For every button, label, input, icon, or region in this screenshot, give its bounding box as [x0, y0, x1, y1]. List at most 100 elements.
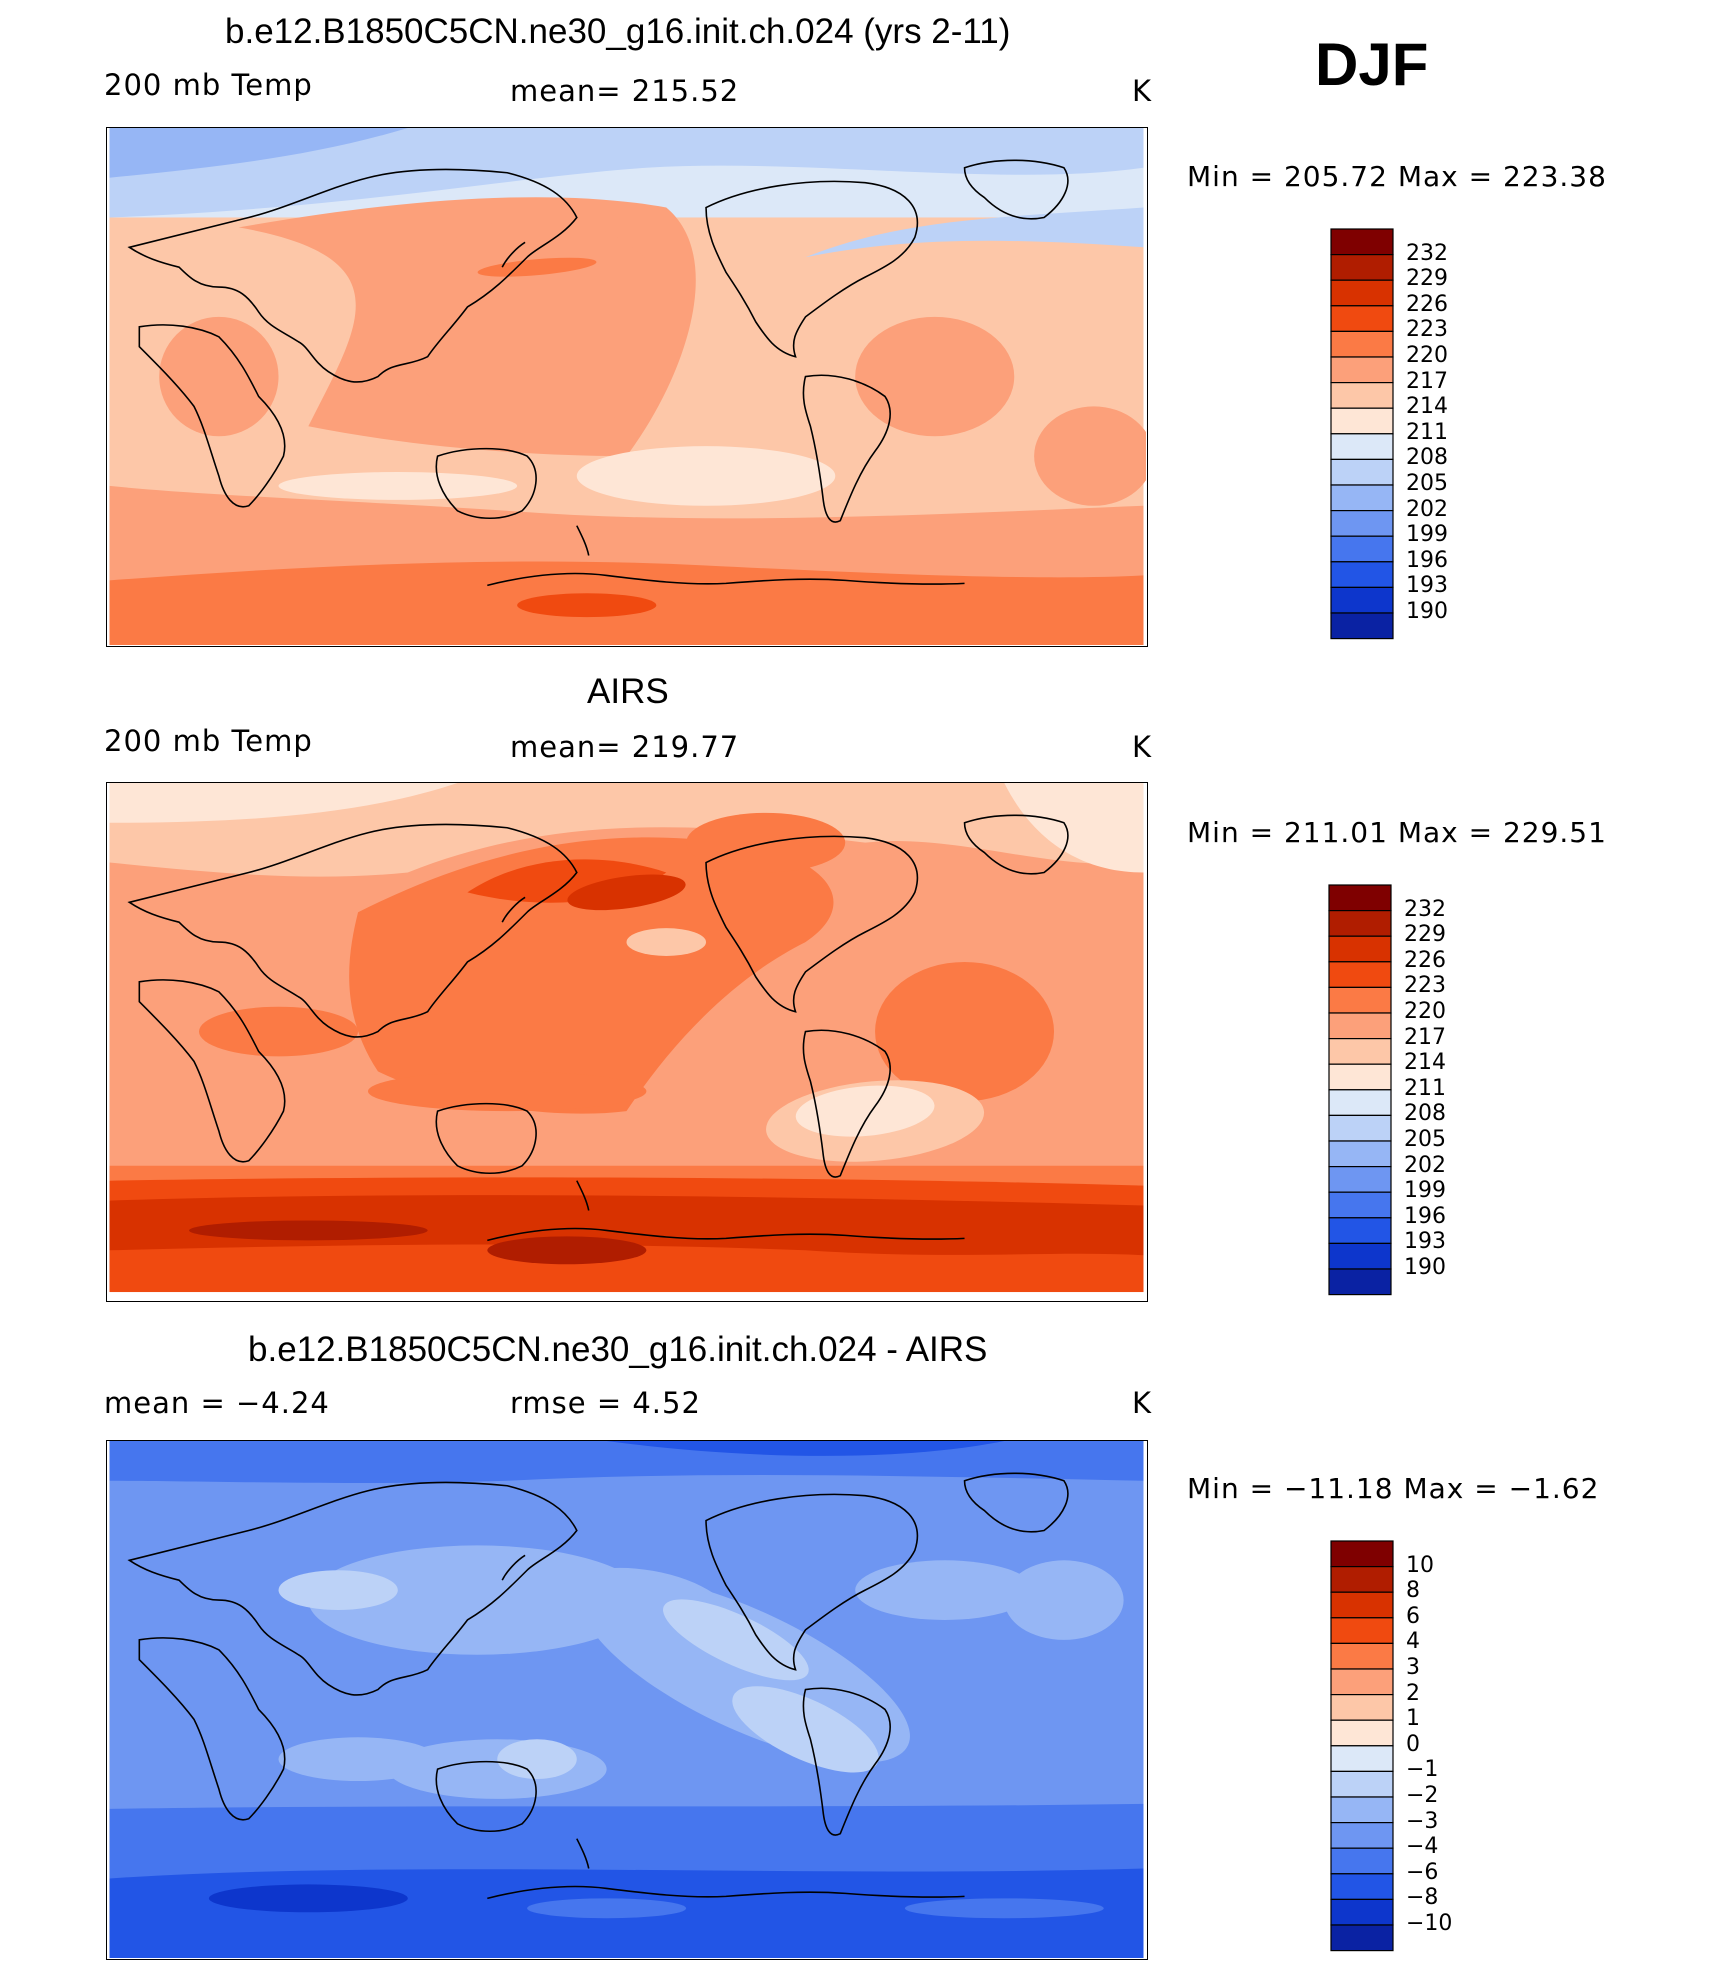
colorbar-box — [1330, 1642, 1394, 1670]
colorbar-box — [1330, 356, 1394, 384]
contour-region — [527, 1898, 687, 1919]
contour-region — [109, 128, 408, 178]
colorbar-box — [1330, 254, 1394, 281]
colorbar-box — [1328, 1217, 1392, 1244]
coastline — [705, 1493, 919, 1671]
colorbar-box — [1330, 407, 1394, 435]
colorbar-tick: 196 — [1406, 547, 1448, 573]
colorbar-box — [1328, 1012, 1392, 1040]
colorbar-box — [1328, 910, 1392, 937]
colorbar-tick: 199 — [1406, 522, 1448, 548]
contour-region — [198, 1006, 359, 1057]
colorbar-box — [1328, 986, 1392, 1014]
panel-3-rmse: rmse = 4.52 — [510, 1386, 701, 1420]
colorbar-tick: 202 — [1406, 496, 1448, 522]
panel-2-title: AIRS — [587, 672, 669, 711]
contour-region — [606, 1441, 1005, 1456]
panel-1-left-label: 200 mb Temp — [104, 68, 313, 102]
colorbar-box — [1330, 305, 1394, 333]
panel-1-minmax: Min = 205.72 Max = 223.38 — [1187, 160, 1607, 193]
colorbar-tick: 214 — [1406, 394, 1448, 420]
colorbar-tick: 1 — [1406, 1706, 1420, 1732]
coastline — [435, 447, 537, 519]
contour-region — [368, 1071, 647, 1112]
colorbar-tick: 217 — [1406, 368, 1448, 394]
colorbar-tick: 2 — [1406, 1680, 1420, 1706]
coastline — [963, 159, 1069, 220]
colorbar-box — [1328, 1114, 1392, 1142]
colorbar-box — [1328, 1191, 1392, 1219]
contour-region — [576, 446, 836, 506]
colorbar-tick: −1 — [1406, 1757, 1439, 1783]
panel-3-minmax: Min = −11.18 Max = −1.62 — [1187, 1472, 1600, 1505]
colorbar-tick: 4 — [1406, 1629, 1420, 1655]
contour-region — [397, 217, 677, 437]
colorbar-box — [1330, 458, 1394, 486]
colorbar-tick: 229 — [1406, 266, 1448, 292]
coastline — [127, 823, 578, 1038]
coastlines — [127, 159, 1069, 587]
contour-region — [159, 316, 279, 437]
colorbar-box — [1330, 1617, 1394, 1645]
colorbar-box — [1330, 1796, 1394, 1824]
colorbar-tick: 223 — [1406, 317, 1448, 343]
colorbar-box — [1330, 1924, 1394, 1952]
colorbar-box — [1328, 1268, 1392, 1296]
contour-region — [795, 1085, 935, 1137]
colorbar-boxes — [1328, 884, 1392, 1296]
coastline — [802, 1687, 891, 1836]
colorbar-tick: −2 — [1406, 1783, 1439, 1808]
contour-region — [349, 837, 834, 1114]
coastline — [705, 180, 919, 358]
panel-2-units: K — [1132, 730, 1153, 764]
colorbar-boxes — [1330, 228, 1394, 640]
colorbar-tick: 205 — [1404, 1127, 1446, 1152]
contour-region — [875, 961, 1055, 1102]
colorbar-box — [1330, 1694, 1394, 1721]
colorbar-tick: 232 — [1406, 240, 1448, 266]
coastline — [501, 1554, 526, 1581]
colorbar-box — [1330, 279, 1394, 307]
coastline — [435, 1102, 537, 1174]
season-label: DJF — [1315, 31, 1429, 98]
colorbar-box — [1328, 1038, 1392, 1065]
colorbar-tick: 190 — [1404, 1255, 1446, 1280]
colorbar-box — [1330, 484, 1394, 512]
colorbar-box — [1330, 1873, 1394, 1900]
colorbar-box — [1330, 228, 1394, 256]
colorbar-tick: 10 — [1406, 1552, 1434, 1578]
contour-region — [855, 316, 1015, 437]
colorbar-tick: −6 — [1406, 1859, 1439, 1885]
colorbar-boxes — [1330, 1540, 1394, 1952]
contour-region — [497, 1739, 577, 1780]
colorbar-tick: 220 — [1406, 343, 1448, 368]
coastline — [576, 1838, 590, 1869]
colorbar-box — [1330, 1719, 1394, 1747]
panel-1-title: b.e12.B1850C5CN.ne30_g16.init.ch.024 (yr… — [225, 12, 1011, 51]
colorbar-tick: 208 — [1406, 445, 1448, 471]
contour-region — [109, 128, 1144, 218]
panel-1-map — [106, 127, 1148, 647]
coastline — [802, 374, 891, 523]
coastline — [963, 814, 1069, 875]
contour-region — [855, 1560, 1035, 1620]
coastline — [802, 1029, 891, 1178]
panel-2-left-label: 200 mb Temp — [104, 724, 313, 758]
colorbar-tick: 223 — [1404, 973, 1446, 999]
colorbar-box — [1328, 1242, 1392, 1270]
colorbar-box — [1328, 961, 1392, 989]
colorbar-box — [1330, 612, 1394, 640]
contour-region — [208, 1884, 408, 1913]
coastline — [963, 1472, 1069, 1533]
colorbar-box — [1330, 1566, 1394, 1593]
contour-region — [517, 593, 657, 618]
panel-2-minmax: Min = 211.01 Max = 229.51 — [1187, 816, 1607, 849]
colorbar-box — [1330, 1668, 1394, 1696]
colorbar-box — [1328, 1089, 1392, 1117]
colorbar-box — [1330, 330, 1394, 358]
panel-3-title: b.e12.B1850C5CN.ne30_g16.init.ch.024 - A… — [248, 1330, 988, 1369]
colorbar-box — [1328, 1140, 1392, 1168]
coastline — [127, 1481, 578, 1696]
colorbar-tick: 232 — [1404, 896, 1446, 922]
contour-region — [109, 783, 458, 823]
